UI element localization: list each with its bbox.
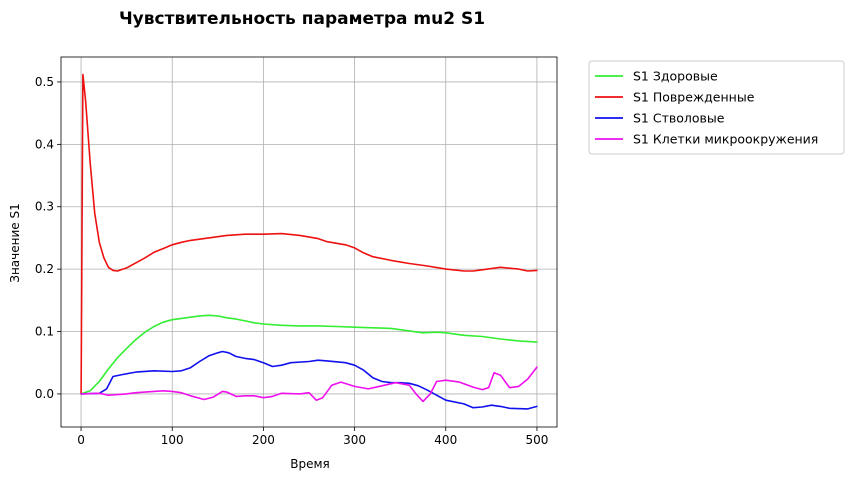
plot-frame [60,56,558,428]
series-line-1 [80,73,538,395]
y-tick-label: 0.4 [35,137,54,151]
legend-label: S1 Поврежденные [633,90,755,105]
chart-title: Чувствительность параметра mu2 S1 [119,9,485,29]
y-tick-label: 0.1 [35,325,54,339]
x-tick-label: 400 [434,433,457,447]
x-tick-label: 0 [77,433,85,447]
series-group [80,73,538,410]
x-tick-label: 100 [161,433,184,447]
legend-box [588,60,845,155]
x-tick-label: 200 [252,433,275,447]
legend-label: S1 Стволовые [633,111,725,126]
y-tick-label: 0.5 [35,75,54,89]
y-tick-label: 0.0 [35,387,54,401]
y-axis-label: Значение S1 [8,203,22,282]
x-axis-label: Время [290,457,330,471]
series-line-3 [80,366,538,403]
grid [61,57,557,427]
series-line-0 [80,314,538,395]
ticks: 0 100 200 300 400 500 0.0 0.1 0.2 0.3 0.4 0.5 [35,75,548,447]
series-line-2 [80,350,538,410]
x-tick-label: 500 [525,433,548,447]
legend-label: S1 Клетки микроокружения [633,132,818,147]
legend: S1 Здоровые S1 Поврежденные S1 Стволовые S1… [588,60,845,155]
y-tick-label: 0.3 [35,200,54,214]
y-tick-label: 0.2 [35,262,54,276]
x-tick-label: 300 [343,433,366,447]
legend-label: S1 Здоровые [633,69,718,84]
